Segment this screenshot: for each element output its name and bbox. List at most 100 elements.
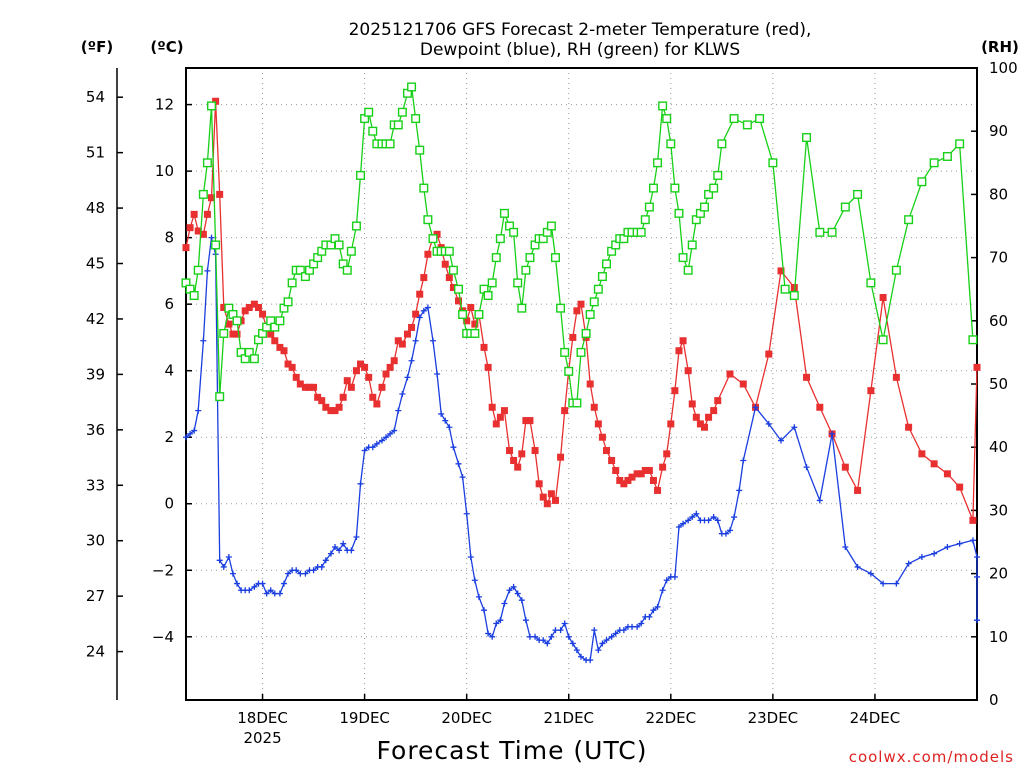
temperature-point — [854, 486, 862, 494]
temperature-point — [714, 397, 722, 405]
relative-humidity-point — [351, 221, 361, 231]
dewpoint-point — [297, 570, 304, 577]
temperature-point — [331, 407, 339, 415]
dewpoint-point — [675, 524, 682, 531]
relative-humidity-point — [683, 265, 693, 275]
temperature-point — [892, 373, 900, 381]
dewpoint-point — [685, 517, 692, 524]
temperature-point — [765, 350, 773, 358]
dewpoint-point — [369, 444, 376, 451]
temperature-point — [700, 423, 708, 431]
dewpoint-point — [332, 543, 339, 550]
temperature-point — [301, 383, 309, 391]
temperature-point — [539, 493, 547, 501]
dewpoint-point — [752, 404, 759, 411]
temperature-point — [271, 337, 279, 345]
fahrenheit-axis: 54 51 48 45 42 39 36 33 30 27 24 — [86, 88, 123, 661]
relative-humidity-point — [678, 253, 688, 263]
relative-humidity-point — [193, 265, 203, 275]
dewpoint-point — [259, 580, 266, 587]
temperature-point — [254, 303, 262, 311]
temperature-point — [654, 486, 662, 494]
temperature-point — [339, 393, 347, 401]
temperature-point — [276, 343, 284, 351]
temperature-point — [649, 476, 657, 484]
fahrenheit-tick-label: 30 — [86, 532, 105, 550]
dewpoint-point — [506, 587, 513, 594]
dewpoint-point — [608, 633, 615, 640]
temperature-point — [229, 330, 237, 338]
temperature-point — [518, 450, 526, 458]
temperature-point — [241, 307, 249, 315]
fahrenheit-tick-label: 27 — [86, 587, 105, 605]
temperature-point — [561, 407, 569, 415]
temperature-point — [190, 210, 198, 218]
temperature-point — [547, 490, 555, 498]
temperature-point — [280, 347, 288, 355]
temperature-point — [335, 403, 343, 411]
relative-humidity-point — [275, 316, 285, 326]
temperature-point — [586, 380, 594, 388]
temperature-point — [488, 403, 496, 411]
dewpoint-point — [791, 424, 798, 431]
relative-humidity-point — [636, 227, 646, 237]
dewpoint-point — [475, 593, 482, 600]
temperature-point — [918, 450, 926, 458]
relative-humidity-point — [662, 114, 672, 124]
dewpoint-point — [974, 617, 980, 624]
credit-link[interactable]: coolwx.com/models — [849, 748, 1014, 766]
temperature-point — [543, 500, 551, 508]
dewpoint-point — [829, 430, 836, 437]
fahrenheit-tick-label: 39 — [86, 365, 105, 383]
dewpoint-point — [446, 424, 453, 431]
dewpoint-point — [263, 590, 270, 597]
temperature-point — [659, 463, 667, 471]
temperature-point — [598, 433, 606, 441]
temperature-point — [347, 383, 355, 391]
time-tick-label: 24DEC — [850, 709, 901, 727]
dewpoint-point — [944, 543, 951, 550]
dewpoint-point — [327, 550, 334, 557]
relative-humidity-point — [768, 158, 778, 168]
relative-humidity-point — [397, 107, 407, 117]
dewpoint-point — [348, 547, 355, 554]
dewpoint-point — [191, 427, 198, 434]
dewpoint-point — [416, 314, 423, 321]
dewpoint-point — [552, 627, 559, 634]
dewpoint-point — [663, 577, 670, 584]
temperature-point — [480, 343, 488, 351]
temperature-point — [194, 227, 202, 235]
dewpoint-point — [429, 337, 436, 344]
dewpoint-point — [195, 407, 202, 414]
dewpoint-point — [267, 587, 274, 594]
temperature-point — [577, 300, 585, 308]
celsius-tick-label: 4 — [164, 362, 174, 380]
dewpoint-point — [310, 567, 317, 574]
dewpoint-point — [680, 520, 687, 527]
temperature-point — [603, 447, 611, 455]
rh-tick-label: 40 — [989, 438, 1008, 456]
relative-humidity-point — [342, 265, 352, 275]
temperature-point — [969, 516, 977, 524]
rh-tick-label: 90 — [989, 122, 1008, 140]
relative-humidity-point — [546, 221, 556, 231]
temperature-series — [182, 97, 981, 524]
relative-humidity-point — [483, 291, 493, 301]
relative-humidity-point — [295, 265, 305, 275]
dewpoint-point — [671, 573, 678, 580]
celsius-tick-label: 6 — [164, 295, 174, 313]
relative-humidity-point — [815, 227, 825, 237]
time-tick-label: 19DEC — [339, 709, 390, 727]
temperature-point — [573, 307, 581, 315]
temperature-point — [408, 323, 416, 331]
temperature-point — [684, 367, 692, 375]
series-layer — [181, 82, 981, 664]
rh-tick-label: 50 — [989, 375, 1008, 393]
dewpoint-point — [455, 460, 462, 467]
celsius-tick-label: 2 — [164, 428, 174, 446]
dewpoint-point — [803, 464, 810, 471]
celsius-tick-label: 8 — [164, 229, 174, 247]
temperature-point — [628, 473, 636, 481]
dewpoint-point — [969, 537, 976, 544]
dewpoint-point — [420, 307, 427, 314]
